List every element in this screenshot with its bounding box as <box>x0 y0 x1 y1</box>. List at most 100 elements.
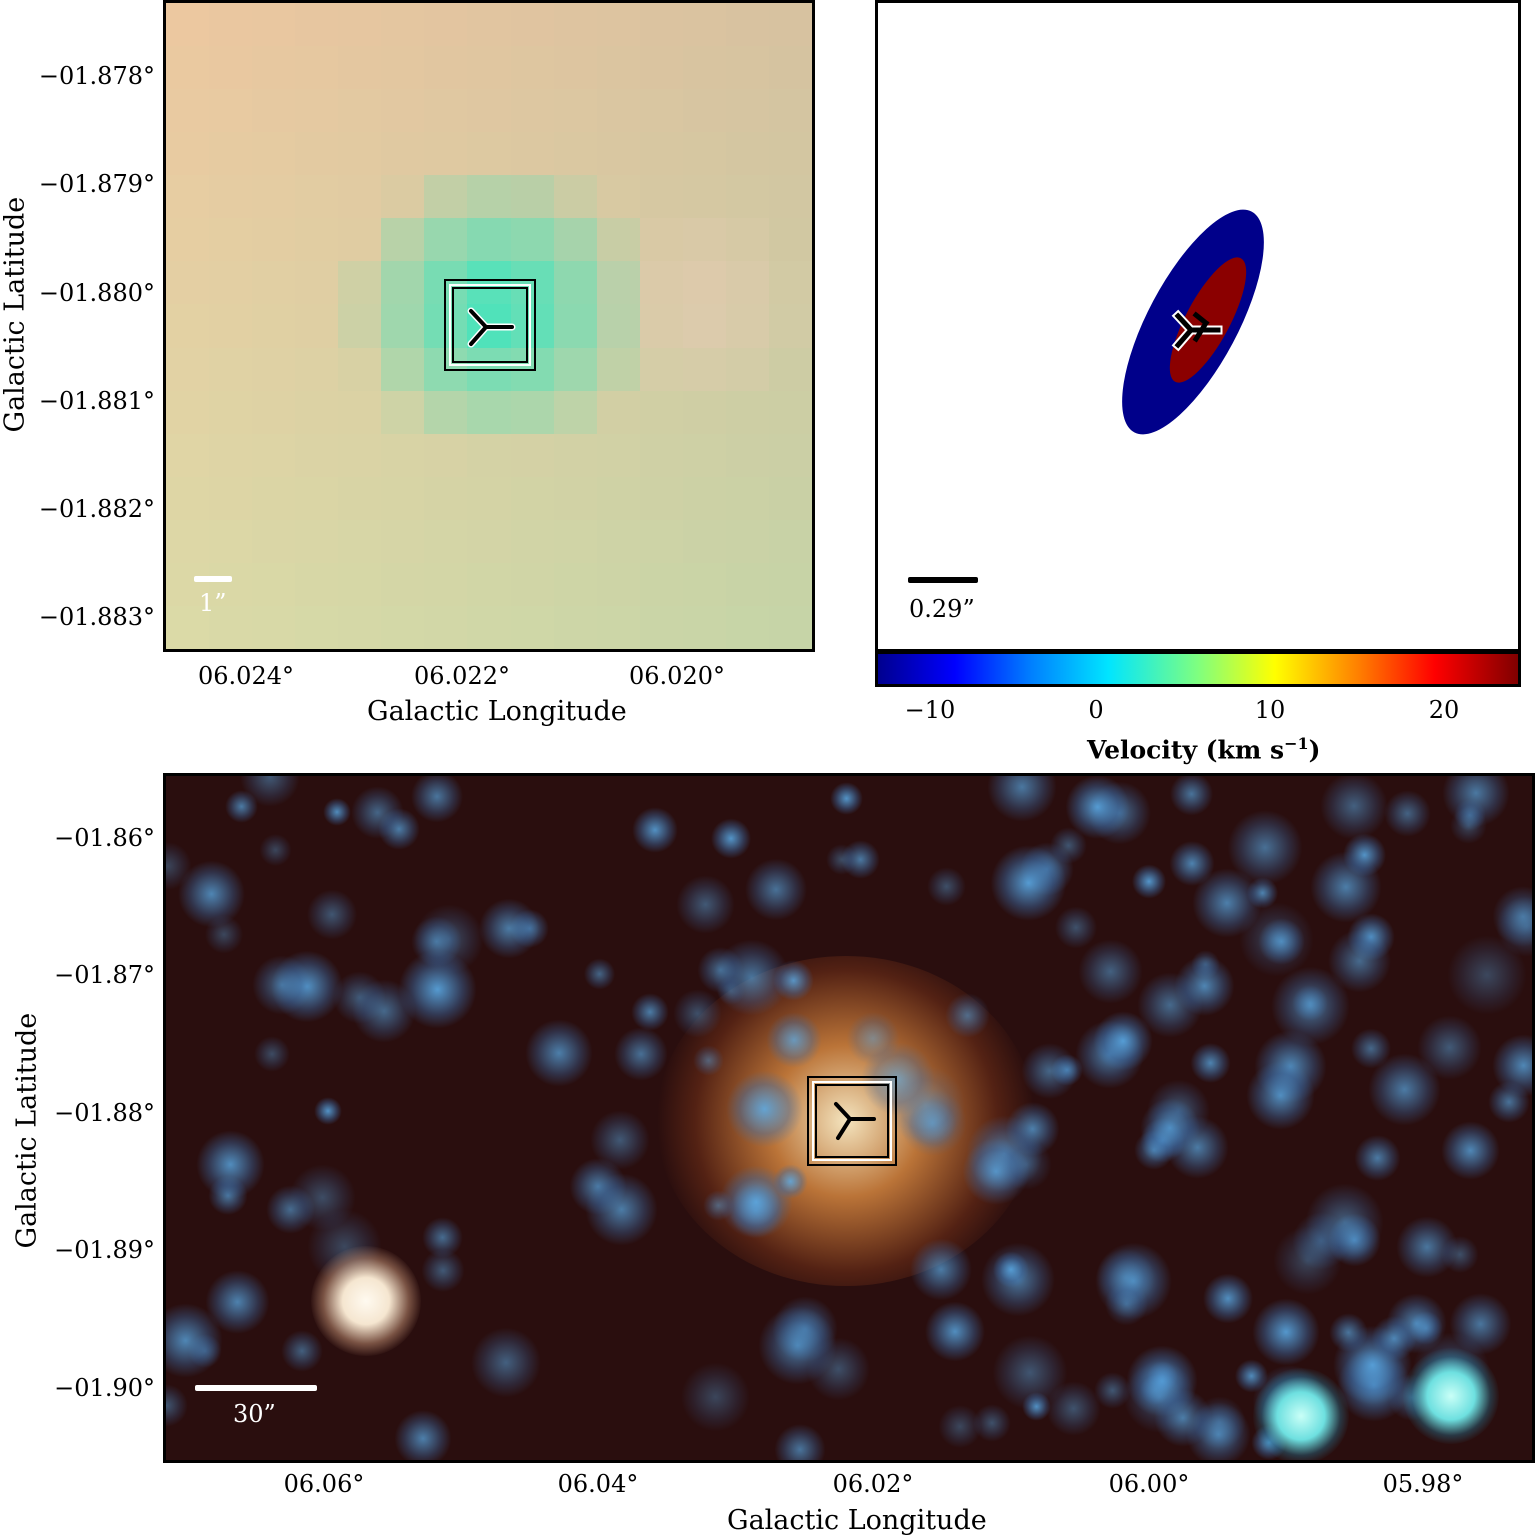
x-tick-label: 06.024° <box>198 662 294 690</box>
star <box>716 976 745 1006</box>
map-pixel <box>295 89 340 134</box>
y-axis-title: Galactic Latitude <box>0 196 31 433</box>
map-pixel <box>553 605 598 649</box>
star <box>1077 938 1143 1004</box>
map-pixel <box>553 3 598 48</box>
star <box>1384 790 1432 838</box>
map-pixel <box>209 519 254 564</box>
map-pixel <box>467 46 512 91</box>
map-pixel <box>209 46 254 91</box>
map-pixel <box>424 89 469 134</box>
star <box>1191 867 1262 938</box>
star <box>991 1334 1068 1411</box>
star <box>990 845 1067 922</box>
map-pixel <box>295 347 340 392</box>
map-pixel <box>424 476 469 521</box>
map-pixel <box>768 261 812 306</box>
map-pixel <box>166 89 211 134</box>
star <box>861 1042 935 1116</box>
map-pixel <box>467 89 512 134</box>
star <box>1093 1371 1131 1409</box>
map-pixel <box>768 476 812 521</box>
map-pixel <box>596 218 641 263</box>
map-pixel <box>424 519 469 564</box>
map-pixel <box>768 3 812 48</box>
map-pixel <box>553 132 598 177</box>
star <box>614 1027 669 1082</box>
map-pixel <box>295 175 340 220</box>
star <box>1021 1042 1078 1100</box>
map-pixel <box>596 304 641 349</box>
star <box>765 1012 822 1069</box>
star <box>846 1011 901 1066</box>
map-pixel <box>252 218 297 263</box>
star <box>1064 776 1130 840</box>
map-pixel <box>553 562 598 607</box>
map-pixel <box>467 261 512 306</box>
red-ellipse <box>1169 257 1247 383</box>
map-pixel <box>467 433 512 478</box>
map-pixel <box>510 304 555 349</box>
map-pixel <box>166 261 211 306</box>
star <box>945 993 991 1039</box>
velocity-map-frame: 0.29” <box>875 0 1521 652</box>
map-pixel <box>338 562 383 607</box>
star <box>692 1045 724 1077</box>
map-pixel <box>424 390 469 435</box>
map-pixel <box>725 519 770 564</box>
x-tick-label: 06.06° <box>283 1470 365 1498</box>
map-pixel <box>596 89 641 134</box>
map-pixel <box>166 562 211 607</box>
map-pixel <box>639 304 684 349</box>
map-pixel <box>725 218 770 263</box>
sky-image <box>166 776 1532 1460</box>
map-pixel <box>166 519 211 564</box>
map-pixel <box>209 3 254 48</box>
star <box>703 1190 734 1222</box>
map-pixel <box>209 261 254 306</box>
star <box>1190 1042 1232 1084</box>
map-pixel <box>209 347 254 392</box>
map-pixel <box>424 261 469 306</box>
map-pixel <box>725 89 770 134</box>
star <box>1202 1273 1254 1324</box>
star <box>680 1362 751 1432</box>
y-tick-label: −01.883° <box>38 603 155 631</box>
map-pixel <box>639 433 684 478</box>
y-tick-label: −01.90° <box>54 1374 155 1402</box>
map-pixel <box>725 476 770 521</box>
star <box>288 1164 356 1232</box>
map-pixel <box>252 89 297 134</box>
star <box>1139 1098 1200 1158</box>
map-pixel <box>768 433 812 478</box>
star <box>673 989 723 1038</box>
map-pixel <box>467 476 512 521</box>
map-pixel <box>209 304 254 349</box>
map-pixel <box>682 175 727 220</box>
map-pixel <box>166 476 211 521</box>
y-tick-label: −01.879° <box>38 170 155 198</box>
map-pixel <box>553 304 598 349</box>
y-tick-label: −01.878° <box>38 62 155 90</box>
map-pixel <box>295 261 340 306</box>
map-pixel <box>725 132 770 177</box>
map-pixel <box>166 3 211 48</box>
star <box>1046 1380 1101 1436</box>
map-pixel <box>725 3 770 48</box>
star <box>841 840 881 880</box>
map-pixel <box>682 433 727 478</box>
map-pixel <box>295 390 340 435</box>
x-axis-title: Galactic Longitude <box>367 696 627 727</box>
star <box>992 1251 1029 1288</box>
map-pixel <box>682 390 727 435</box>
scale-bar <box>908 577 978 583</box>
map-pixel <box>682 562 727 607</box>
star <box>1328 1312 1368 1352</box>
star <box>177 860 245 928</box>
map-pixel <box>381 89 426 134</box>
map-pixel <box>596 476 641 521</box>
map-pixel <box>381 304 426 349</box>
star <box>1055 906 1098 949</box>
star <box>583 958 616 991</box>
star <box>1169 776 1214 816</box>
